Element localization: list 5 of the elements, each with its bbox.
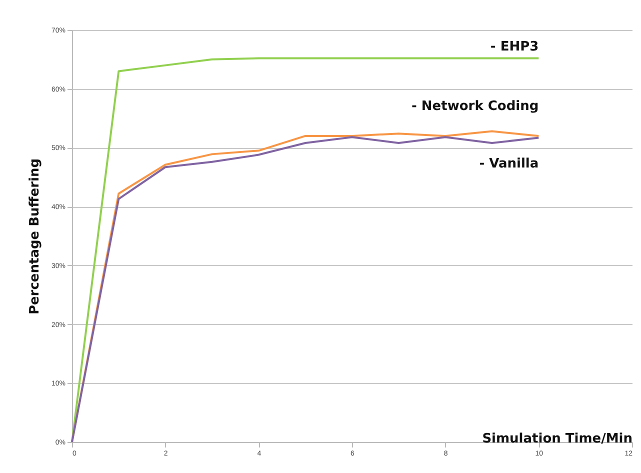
series-label: - Vanilla xyxy=(479,156,539,172)
series-label: - Network Coding xyxy=(412,98,539,114)
x-axis-title: Simulation Time/Min xyxy=(482,432,632,446)
y-axis-title: Percentage Buffering xyxy=(27,158,42,315)
series-label: - EHP3 xyxy=(490,39,539,54)
